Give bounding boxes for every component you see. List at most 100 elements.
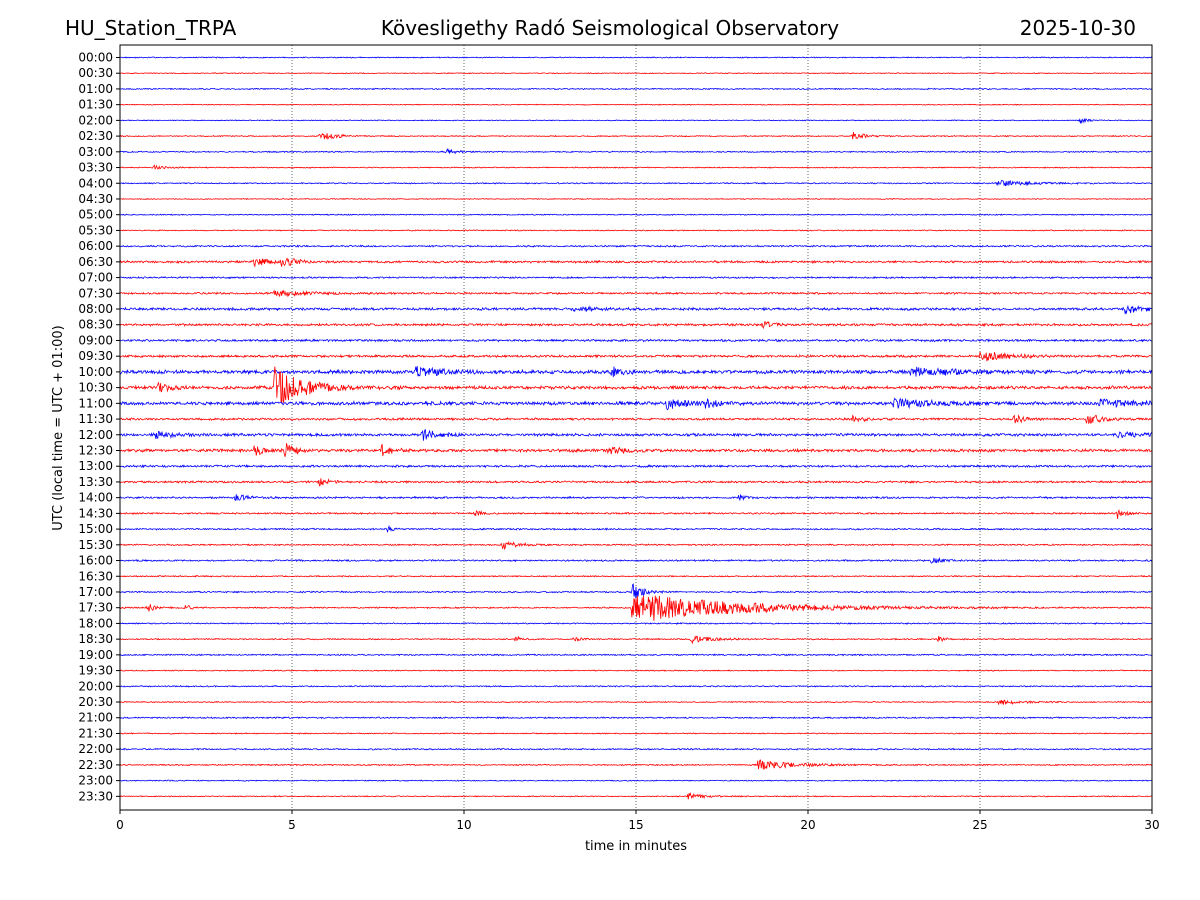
trace-2230 <box>119 759 1153 770</box>
trace-0500 <box>119 213 1153 216</box>
trace-0030 <box>119 72 1153 75</box>
y-tick-label: 12:30 <box>78 444 113 458</box>
x-axis-label: time in minutes <box>585 839 687 854</box>
y-tick-label: 13:30 <box>78 475 113 489</box>
trace-1130 <box>119 414 1153 425</box>
y-tick-label: 23:00 <box>78 774 113 788</box>
y-tick-label: 01:00 <box>78 82 113 96</box>
x-tick-label: 15 <box>628 818 643 832</box>
observatory-title: Kövesligethy Radó Seismological Observat… <box>381 16 839 40</box>
y-tick-label: 05:00 <box>78 208 113 222</box>
trace-1000 <box>119 366 1153 378</box>
grid-lines <box>291 45 981 810</box>
y-tick-label: 05:30 <box>78 223 113 237</box>
trace-0000 <box>119 56 1153 59</box>
y-tick-label: 22:00 <box>78 742 113 756</box>
x-tick-label: 5 <box>288 818 296 832</box>
seismic-traces <box>119 56 1153 800</box>
y-tick-label: 17:00 <box>78 585 113 599</box>
trace-0330 <box>119 164 1153 170</box>
trace-0800 <box>119 304 1153 315</box>
trace-2330 <box>119 792 1153 800</box>
y-tick-label: 21:00 <box>78 711 113 725</box>
y-tick-label: 09:30 <box>78 349 113 363</box>
y-tick-label: 14:30 <box>78 506 113 520</box>
trace-1900 <box>119 653 1153 657</box>
trace-0430 <box>119 197 1153 201</box>
station-title: HU_Station_TRPA <box>65 16 237 40</box>
y-tick-label: 11:00 <box>78 396 113 410</box>
y-tick-label: 17:30 <box>78 601 113 615</box>
y-tick-label: 02:30 <box>78 129 113 143</box>
trace-0730 <box>119 289 1153 298</box>
y-tick-label: 00:00 <box>78 51 113 65</box>
y-tick-label: 02:00 <box>78 113 113 127</box>
x-tick-label: 25 <box>972 818 987 832</box>
trace-2100 <box>119 716 1153 720</box>
trace-0700 <box>119 275 1153 280</box>
trace-1700 <box>119 583 1153 598</box>
y-tick-label: 16:30 <box>78 569 113 583</box>
y-tick-label: 09:00 <box>78 333 113 347</box>
x-tick-label: 30 <box>1144 818 1159 832</box>
y-tick-label: 06:00 <box>78 239 113 253</box>
y-tick-label: 18:30 <box>78 632 113 646</box>
y-tick-label: 12:00 <box>78 428 113 442</box>
trace-1330 <box>120 478 1153 487</box>
x-tick-label: 0 <box>116 818 124 832</box>
x-axis-ticks: 0 5 10 15 20 25 30 <box>116 810 1160 832</box>
y-tick-label: 06:30 <box>78 255 113 269</box>
trace-1100 <box>119 397 1153 411</box>
trace-1200 <box>119 429 1153 441</box>
y-tick-label: 10:30 <box>78 381 113 395</box>
y-tick-label: 03:30 <box>78 161 113 175</box>
trace-1630 <box>119 574 1153 578</box>
trace-0200 <box>119 117 1153 125</box>
trace-0930 <box>119 351 1153 362</box>
trace-1730 <box>119 595 1153 621</box>
trace-2030 <box>119 699 1153 706</box>
trace-1030 <box>119 366 1153 404</box>
trace-1830 <box>119 635 1153 645</box>
y-tick-label: 08:00 <box>78 302 113 316</box>
date-title: 2025-10-30 <box>1020 16 1136 40</box>
y-tick-label: 11:30 <box>78 412 113 426</box>
x-tick-label: 10 <box>456 818 471 832</box>
trace-1500 <box>119 524 1153 534</box>
trace-0130 <box>119 103 1153 106</box>
trace-0830 <box>119 321 1153 330</box>
y-tick-label: 19:00 <box>78 648 113 662</box>
y-tick-label: 20:00 <box>78 679 113 693</box>
trace-0100 <box>119 87 1153 91</box>
y-tick-label: 00:30 <box>78 66 113 80</box>
y-tick-label: 20:30 <box>78 695 113 709</box>
y-tick-label: 07:30 <box>78 286 113 300</box>
y-tick-label: 10:00 <box>78 365 113 379</box>
trace-1600 <box>119 556 1153 564</box>
y-tick-label: 07:00 <box>78 271 113 285</box>
y-tick-label: 04:30 <box>78 192 113 206</box>
trace-2300 <box>119 779 1153 782</box>
y-tick-label: 15:00 <box>78 522 113 536</box>
trace-0300 <box>119 148 1153 155</box>
y-tick-label: 16:00 <box>78 554 113 568</box>
y-tick-label: 18:00 <box>78 616 113 630</box>
trace-2130 <box>119 732 1153 735</box>
trace-2200 <box>119 747 1153 751</box>
trace-0530 <box>119 229 1153 232</box>
x-tick-label: 20 <box>800 818 815 832</box>
y-tick-label: 15:30 <box>78 538 113 552</box>
y-axis-label: UTC (local time = UTC + 01:00) <box>51 325 66 530</box>
y-tick-label: 21:30 <box>78 726 113 740</box>
trace-2000 <box>119 684 1153 688</box>
trace-1300 <box>119 463 1153 469</box>
y-tick-label: 13:00 <box>78 459 113 473</box>
trace-0630 <box>119 257 1153 268</box>
trace-1530 <box>119 540 1153 551</box>
trace-1430 <box>119 509 1153 519</box>
trace-1400 <box>119 494 1153 502</box>
y-tick-label: 22:30 <box>78 758 113 772</box>
trace-1230 <box>119 443 1153 457</box>
